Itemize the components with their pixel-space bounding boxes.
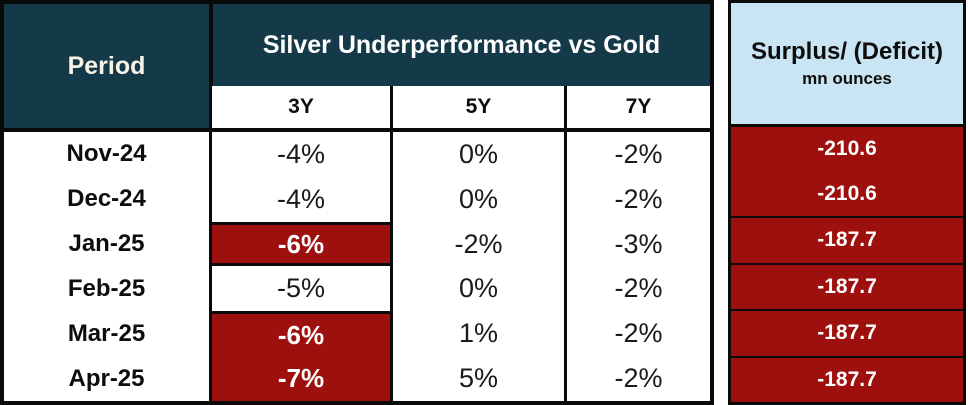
- value-cell-5y: 5%: [390, 356, 564, 401]
- period-cell: Jan-25: [4, 221, 209, 267]
- value-cell-5y: 0%: [390, 266, 564, 312]
- value-cell-7y: -2%: [564, 132, 710, 177]
- underperformance-table: Period Silver Underperformance vs Gold 3…: [0, 0, 714, 405]
- header-divider: [4, 128, 710, 132]
- value-cell-7y: -2%: [564, 266, 710, 312]
- value-cell-3y-highlighted: -6%: [209, 221, 390, 267]
- surplus-deficit-units: mn ounces: [802, 68, 892, 88]
- surplus-cell: -210.6: [817, 181, 877, 205]
- surplus-cell: -187.7: [731, 309, 963, 356]
- value-cell-5y: -2%: [390, 221, 564, 267]
- value-cell-7y: -2%: [564, 311, 710, 357]
- period-cell: Dec-24: [4, 176, 209, 222]
- period-cell: Mar-25: [4, 311, 209, 357]
- value-cell-5y: 0%: [390, 176, 564, 222]
- value-cell-3y: -4%: [209, 176, 390, 222]
- surplus-deficit-title: Surplus/ (Deficit): [750, 38, 943, 66]
- value-cell-7y: -3%: [564, 221, 710, 267]
- period-cell: Feb-25: [4, 266, 209, 312]
- value-cell-3y: -4%: [209, 132, 390, 177]
- value-cell-7y: -2%: [564, 356, 710, 401]
- period-column-header: Period: [4, 4, 209, 128]
- surplus-cell: -187.7: [731, 262, 963, 310]
- period-cell: Apr-25: [4, 356, 209, 401]
- group-header: Silver Underperformance vs Gold: [209, 4, 710, 86]
- value-cell-5y: 0%: [390, 132, 564, 177]
- surplus-cell: -187.7: [731, 216, 963, 263]
- value-cell-7y: -2%: [564, 176, 710, 222]
- column-header-5y: 5Y: [390, 86, 564, 128]
- surplus-deficit-table: Surplus/ (Deficit) mn ounces -210.6 -210…: [728, 0, 966, 405]
- value-cell-3y-highlighted: -6%: [209, 311, 390, 357]
- value-cell-3y-highlighted: -7%: [209, 356, 390, 401]
- value-cell-5y: 1%: [390, 311, 564, 357]
- value-cell-3y: -5%: [209, 266, 390, 312]
- period-cell: Nov-24: [4, 132, 209, 177]
- surplus-deficit-header: Surplus/ (Deficit) mn ounces: [731, 3, 963, 127]
- surplus-cell: -187.7: [731, 355, 963, 403]
- column-header-3y: 3Y: [209, 86, 390, 128]
- column-header-7y: 7Y: [564, 86, 710, 128]
- surplus-cell: -210.6: [817, 137, 877, 161]
